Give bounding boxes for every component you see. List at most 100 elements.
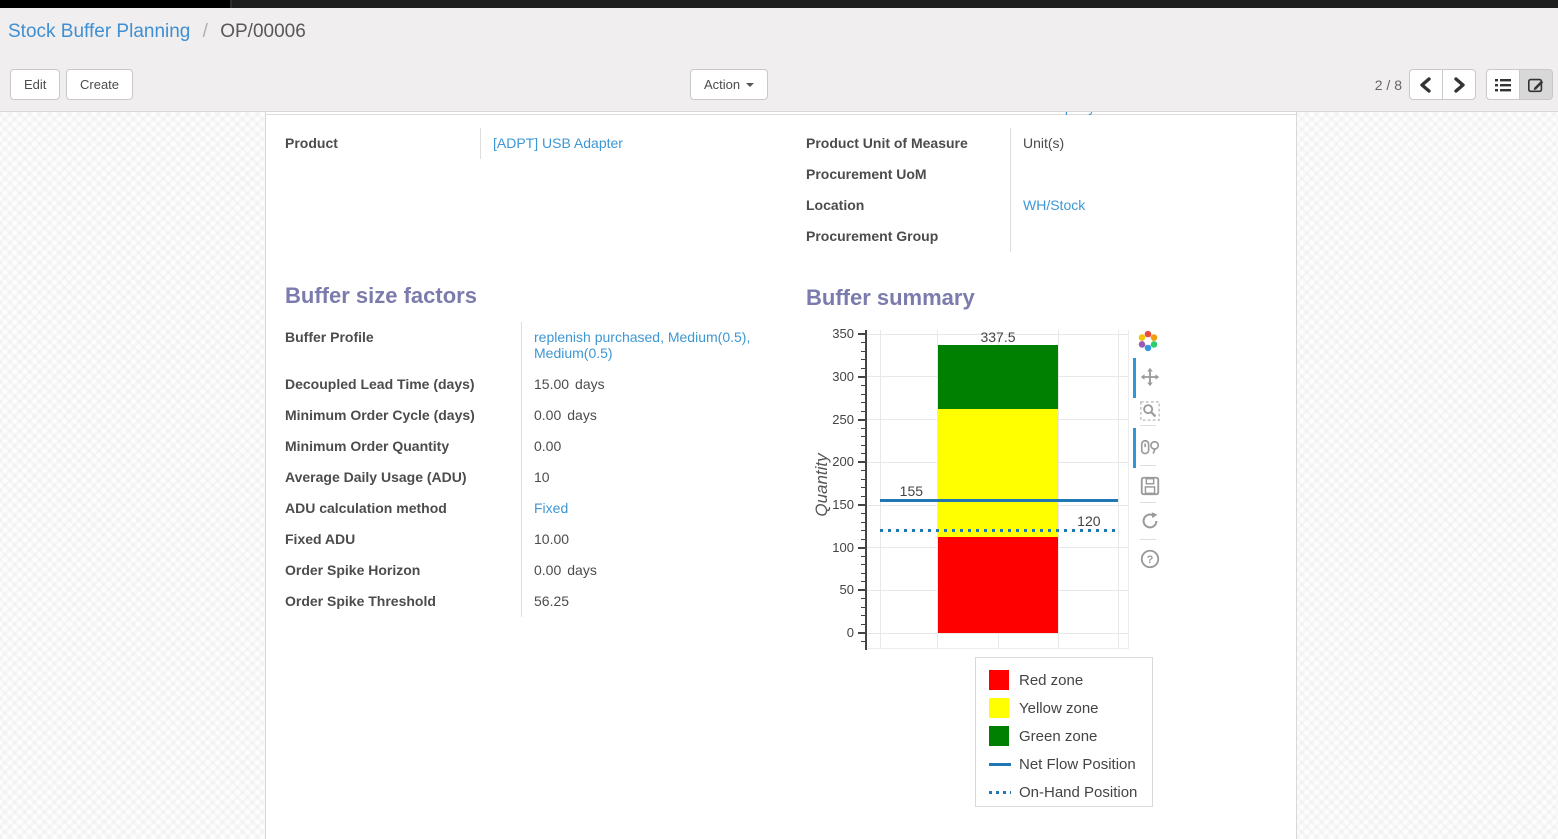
- legend-item[interactable]: Yellow zone: [976, 694, 1152, 722]
- save-button[interactable]: [1138, 474, 1162, 498]
- field-label-location: Location: [806, 197, 865, 213]
- legend-item-label: Yellow zone: [1019, 699, 1099, 717]
- buffer-factors-group: Buffer Profile replenish purchased, Medi…: [285, 322, 790, 617]
- y-tick-label: 100: [832, 539, 854, 555]
- breadcrumb-current: OP/00006: [220, 21, 306, 42]
- field-label-procurement-uom: Procurement UoM: [806, 166, 927, 182]
- company-value-clipped: YourCompany: [1007, 112, 1137, 116]
- y-major-tick: [858, 504, 865, 506]
- buffer-size-factors-title: Buffer size factors: [285, 283, 477, 308]
- field-label-fixed-adu: Fixed ADU: [285, 531, 356, 547]
- location-link[interactable]: WH/Stock: [1023, 197, 1086, 213]
- modebar-active-indicator: [1133, 358, 1136, 398]
- y-major-tick: [858, 375, 865, 378]
- field-value-fixed-adu: 10.00: [521, 524, 790, 555]
- edit-button[interactable]: Edit: [10, 69, 61, 100]
- form-background: YourCompany Product [ADPT] USB Adapter P…: [0, 112, 1558, 839]
- field-value-uom: Unit(s): [1010, 128, 1276, 159]
- caret-down-icon: [746, 82, 755, 87]
- legend-item[interactable]: Red zone: [976, 666, 1152, 694]
- y-major-tick: [858, 333, 865, 336]
- y-minor-tick: [861, 606, 865, 608]
- y-minor-tick: [861, 530, 865, 532]
- plotly-logo-icon: [1138, 330, 1158, 352]
- y-minor-tick: [861, 367, 865, 369]
- field-row-min-order-qty: Minimum Order Quantity 0.00: [285, 431, 790, 462]
- modebar-divider: [1140, 502, 1156, 503]
- y-minor-tick: [861, 350, 865, 352]
- y-minor-tick: [861, 564, 865, 566]
- legend-item[interactable]: On-Hand Position: [976, 778, 1152, 806]
- top-navbar: [0, 0, 1558, 8]
- field-value-min-order-cycle: 0.00 days: [521, 400, 790, 431]
- svg-text:?: ?: [1147, 554, 1154, 566]
- y-gridline: [867, 632, 1128, 634]
- y-minor-tick: [861, 624, 865, 626]
- form-view-button[interactable]: [1519, 69, 1553, 100]
- plotly-logo-button[interactable]: [1136, 329, 1160, 353]
- zoom-button[interactable]: [1138, 399, 1162, 423]
- y-minor-tick: [861, 427, 865, 429]
- hover-mode-button[interactable]: [1138, 437, 1162, 461]
- legend-item[interactable]: Net Flow Position: [976, 750, 1152, 778]
- legend-item-label: Red zone: [1019, 671, 1084, 689]
- buffer-summary-title: Buffer summary: [806, 285, 975, 310]
- y-major-tick: [858, 632, 865, 635]
- legend-item-label: Green zone: [1019, 727, 1098, 745]
- yellow-zone-bar: [937, 408, 1059, 537]
- chevron-left-icon: [1420, 76, 1431, 93]
- field-group-left: Product [ADPT] USB Adapter: [285, 128, 771, 159]
- net-flow-position-line: [880, 499, 1119, 503]
- y-minor-tick: [861, 410, 865, 412]
- form-sheet: YourCompany Product [ADPT] USB Adapter P…: [265, 112, 1297, 839]
- breadcrumb-link[interactable]: Stock Buffer Planning: [8, 21, 191, 42]
- pan-button[interactable]: [1138, 365, 1162, 389]
- y-major-tick: [858, 546, 865, 549]
- modebar-active-indicator: [1133, 428, 1136, 468]
- list-view-button[interactable]: [1486, 69, 1520, 100]
- help-button[interactable]: ?: [1138, 547, 1162, 571]
- square-marker-icon: [989, 698, 1009, 718]
- modebar-divider: [1140, 425, 1156, 426]
- modebar-divider: [1140, 539, 1156, 540]
- pager-next-button[interactable]: [1442, 69, 1476, 100]
- y-tick-label: 200: [832, 454, 854, 470]
- field-label-dlt: Decoupled Lead Time (days): [285, 376, 475, 392]
- legend-item-label: On-Hand Position: [1019, 783, 1138, 801]
- field-row-procurement-group: Procurement Group: [806, 221, 1276, 252]
- field-group-right: Product Unit of Measure Unit(s) Procurem…: [806, 128, 1276, 252]
- reset-axes-button[interactable]: [1138, 509, 1162, 533]
- y-tick-label: 0: [846, 625, 854, 641]
- field-label-spike-threshold: Order Spike Threshold: [285, 593, 436, 609]
- hover-compare-icon: [1140, 439, 1160, 455]
- field-label-adu-method: ADU calculation method: [285, 500, 447, 516]
- legend-item-label: Net Flow Position: [1019, 755, 1136, 773]
- create-button[interactable]: Create: [66, 69, 134, 100]
- pager-prev-button[interactable]: [1409, 69, 1443, 100]
- x-gridline: [1057, 330, 1059, 648]
- field-value-procurement-group: [1010, 221, 1276, 252]
- field-row-procurement-uom: Procurement UoM: [806, 159, 1276, 190]
- field-value-location: WH/Stock: [1010, 190, 1276, 221]
- product-link[interactable]: [ADPT] USB Adapter: [493, 135, 623, 151]
- action-button[interactable]: Action: [690, 69, 769, 100]
- y-minor-tick: [861, 495, 865, 497]
- y-minor-tick: [861, 555, 865, 557]
- chevron-right-icon: [1454, 76, 1465, 93]
- adu-method-link[interactable]: Fixed: [534, 500, 569, 516]
- field-label-adu: Average Daily Usage (ADU): [285, 469, 467, 485]
- x-gridline: [880, 330, 882, 648]
- pager-buttons: [1409, 69, 1476, 100]
- edit-form-icon: [1527, 78, 1544, 92]
- buffer-profile-link[interactable]: replenish purchased, Medium(0.5), Medium…: [534, 329, 751, 361]
- y-axis-title: Quantity: [812, 453, 831, 517]
- legend-item[interactable]: Green zone: [976, 722, 1152, 750]
- field-value-adu-method: Fixed: [521, 493, 790, 524]
- question-mark-icon: ?: [1140, 549, 1160, 569]
- field-value-adu: 10: [521, 462, 790, 493]
- y-minor-tick: [861, 444, 865, 446]
- red-zone-bar: [937, 537, 1059, 634]
